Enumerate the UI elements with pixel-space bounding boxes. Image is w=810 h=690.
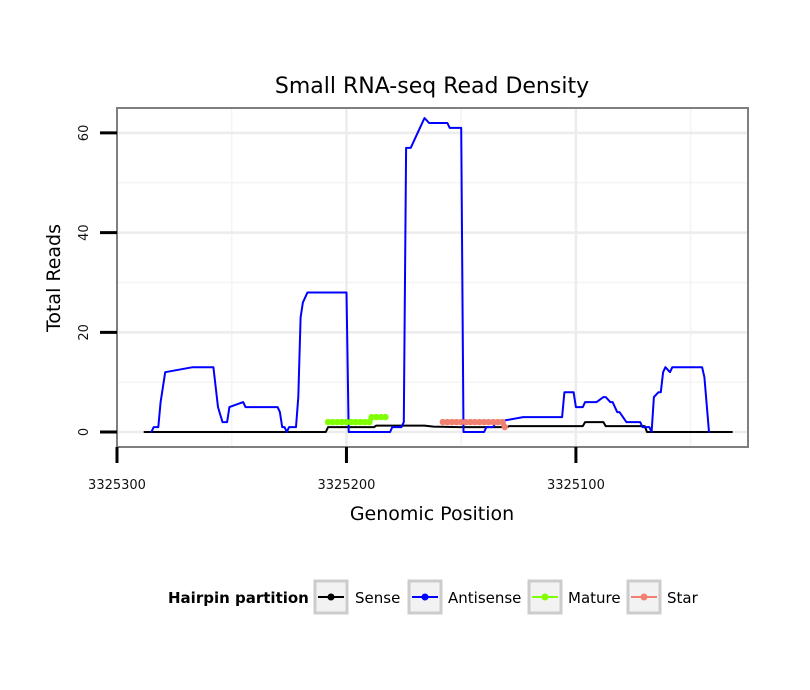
x-tick-label: 3325100 — [547, 478, 605, 493]
series-star-point — [494, 418, 502, 426]
series-star-point — [444, 418, 451, 426]
series-mature-point — [357, 418, 364, 426]
series-mature-point — [334, 418, 341, 426]
series-star-point — [457, 418, 465, 426]
series-mature-point — [377, 413, 385, 421]
series-lines — [143, 117, 733, 433]
legend-title: Hairpin partition — [168, 589, 309, 607]
series-star-point — [485, 418, 492, 426]
series-antisense-line — [150, 117, 710, 433]
plot-panel — [117, 108, 748, 447]
series-star-point — [480, 418, 488, 426]
series-star-point — [471, 418, 479, 426]
legend-key-point — [327, 593, 335, 601]
grid-lines — [117, 108, 748, 447]
series-star-point — [476, 418, 483, 426]
legend-label-mature: Mature — [568, 589, 621, 607]
x-tick-label: 3325200 — [318, 478, 376, 493]
y-tick-label: 40 — [77, 224, 92, 241]
series-mature-point — [329, 418, 336, 426]
legend-key-point — [421, 593, 429, 601]
series-mature-point — [361, 418, 369, 426]
legend: Hairpin partition Sense Antisense Mature St… — [168, 579, 699, 615]
legend-label-star: Star — [667, 589, 699, 607]
series-mature-point — [324, 418, 332, 426]
x-axis-label: Genomic Position — [350, 503, 514, 525]
series-star-point — [501, 423, 508, 431]
y-axis-label: Total Reads — [43, 224, 65, 333]
series-mature-point — [382, 413, 389, 421]
y-tick-label: 60 — [77, 125, 92, 142]
series-star-point — [448, 418, 456, 426]
series-mature-point — [338, 418, 346, 426]
legend-key-point — [640, 593, 648, 601]
series-star-point — [453, 418, 460, 426]
series-star-point — [439, 418, 447, 426]
chart-title: Small RNA-seq Read Density — [275, 74, 589, 99]
x-tick-label: 3325300 — [88, 478, 146, 493]
series-mature-point — [343, 418, 350, 426]
legend-label-antisense: Antisense — [448, 589, 521, 607]
y-tick-label: 0 — [77, 428, 92, 436]
series-star-point — [490, 418, 497, 426]
legend-label-sense: Sense — [355, 589, 400, 607]
series-mature-point — [352, 418, 359, 426]
y-tick-label: 20 — [77, 324, 92, 341]
series-star-point — [499, 418, 506, 426]
series-mature-point — [368, 413, 375, 421]
axes: 3325300 3325200 3325100 0 20 40 60 — [77, 107, 749, 493]
legend-key-point — [541, 593, 549, 601]
plot-border — [116, 107, 749, 448]
series-mature-point — [366, 418, 373, 426]
series-star-point — [467, 418, 474, 426]
series-mature-point — [347, 418, 355, 426]
series-mature-point — [373, 413, 380, 421]
series-star-point — [462, 418, 469, 426]
